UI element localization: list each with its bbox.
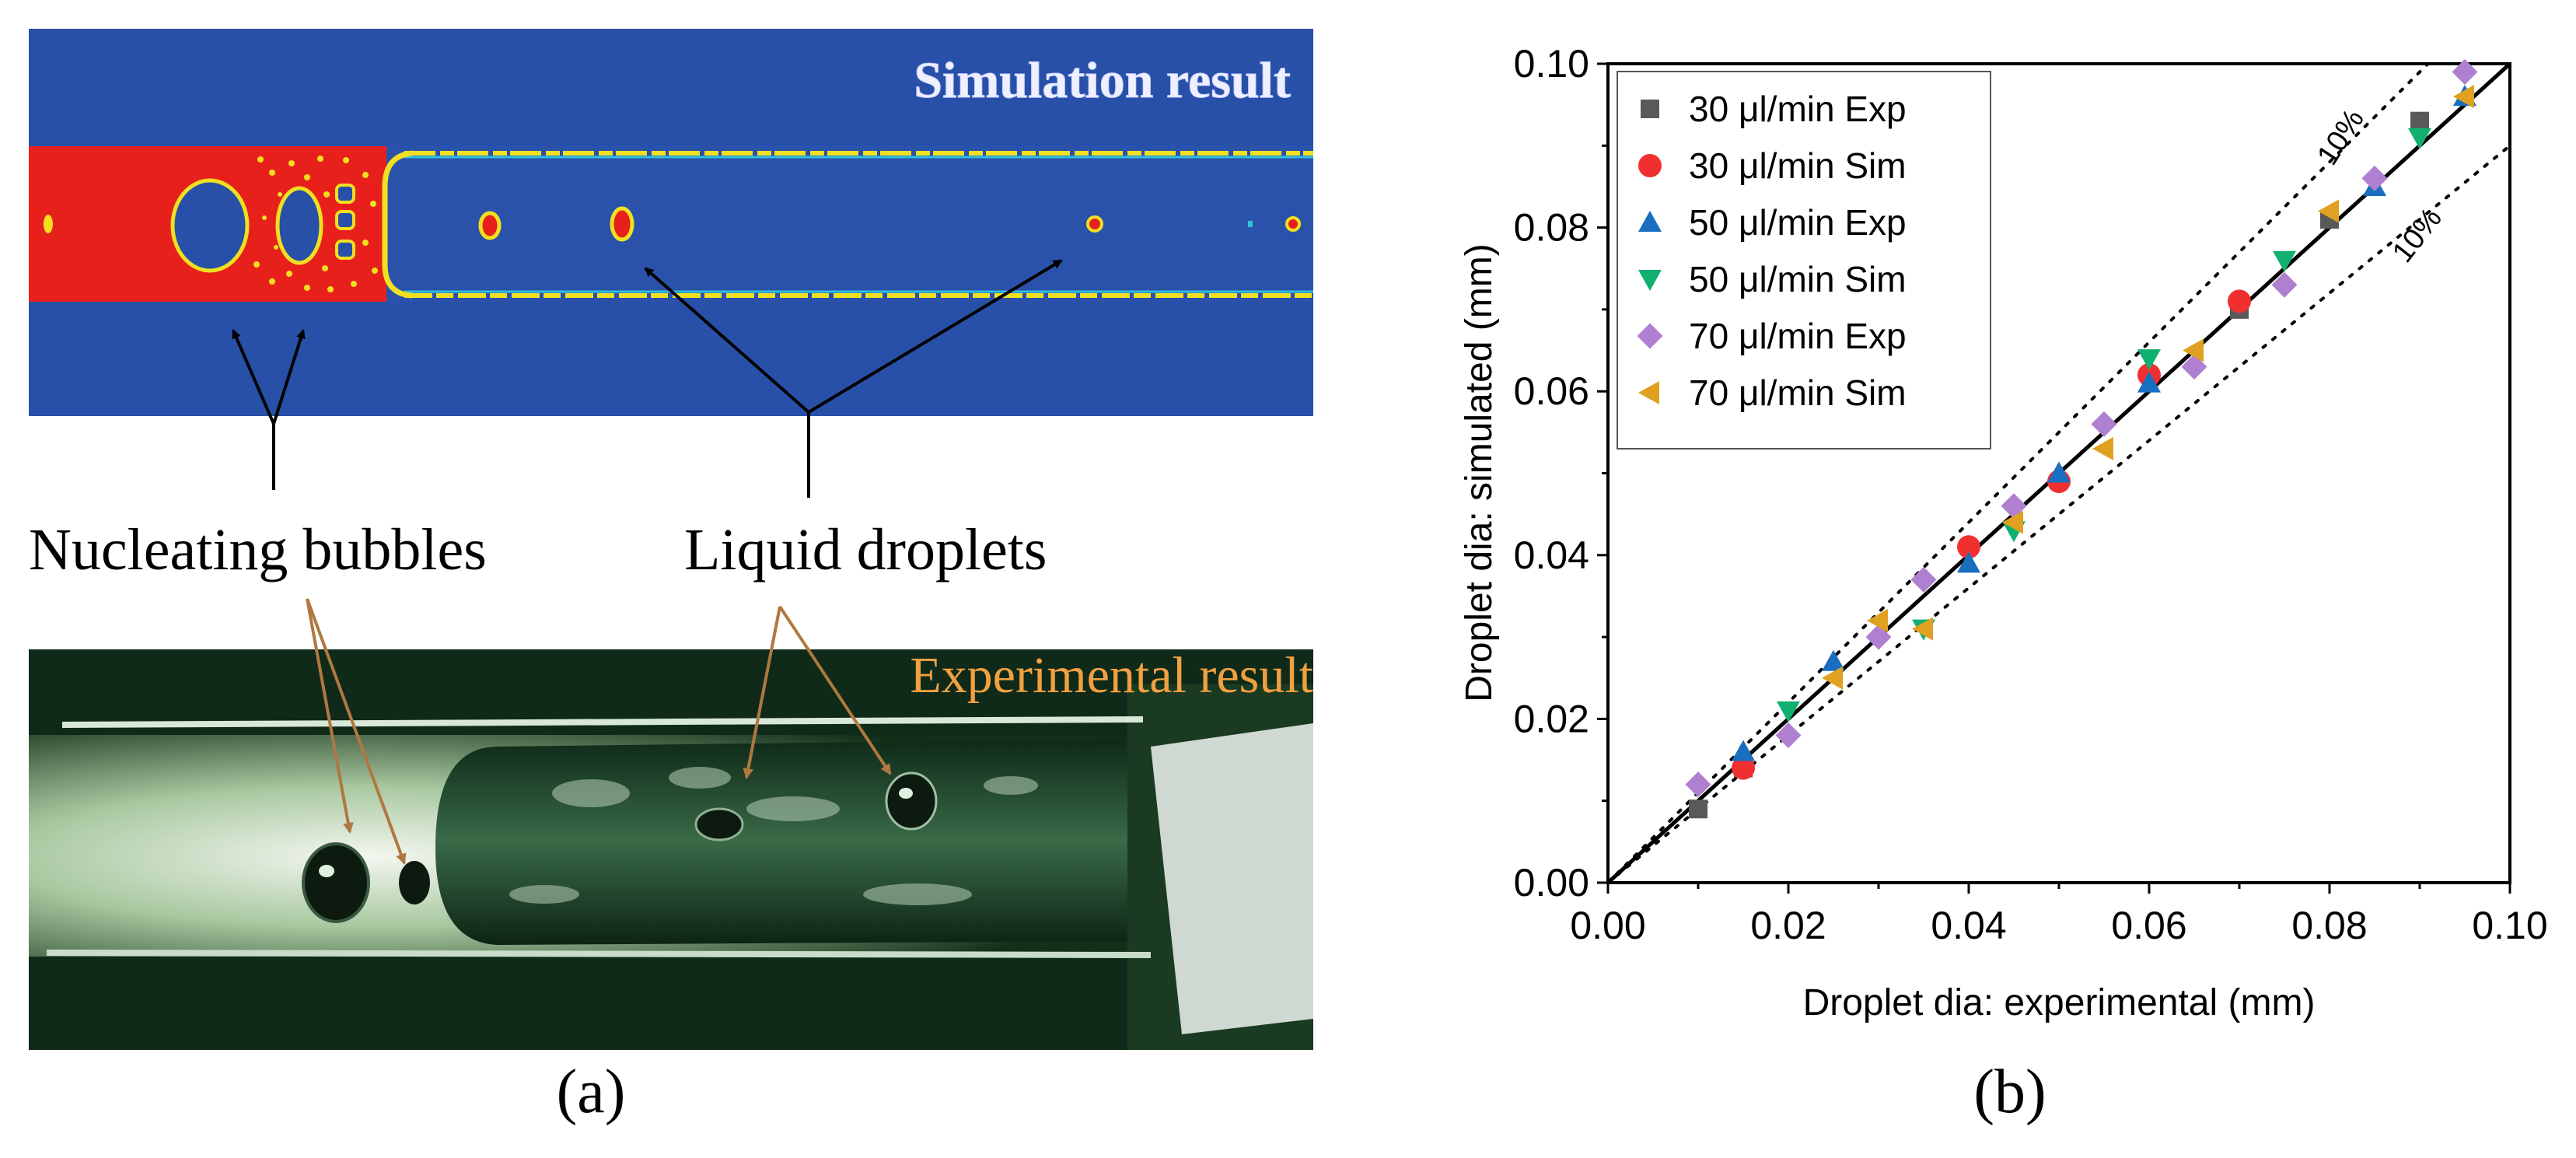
sim-droplet-4: [1285, 216, 1301, 232]
point-triangle-up-0: [1732, 740, 1755, 761]
label-nucleating-bubbles: Nucleating bubbles: [29, 517, 487, 582]
legend-marker-5: [1638, 381, 1659, 404]
point-triangle-up-3: [2047, 461, 2071, 483]
legend-label-3: 50 μl/min Sim: [1689, 259, 1907, 299]
point-triangle-left-2: [1912, 617, 1933, 641]
y-tick-label: 0.00: [1514, 861, 1589, 904]
exp-droplet-2: [885, 771, 938, 831]
point-square-0: [1689, 799, 1707, 819]
x-tick-label: 0.04: [1931, 904, 2006, 947]
point-circle-4: [2228, 289, 2251, 313]
x-tick-label: 0.06: [2111, 904, 2186, 947]
legend-items: 30 μl/min Exp 30 μl/min Sim 50 μl/min Exp 5…: [1637, 89, 1907, 413]
point-triangle-down-4: [2273, 250, 2296, 272]
sim-bubble-large: [170, 178, 250, 273]
x-tick-label: 0.10: [2472, 904, 2547, 947]
legend-marker-4: [1637, 323, 1663, 349]
y-tick-label: 0.04: [1514, 534, 1589, 577]
point-diamond-7: [2271, 271, 2298, 298]
point-triangle-down-3: [2137, 349, 2161, 371]
point-square-4: [2410, 111, 2429, 131]
exp-tube-wall-bottom: [46, 950, 1152, 958]
point-triangle-up-2: [1957, 551, 1980, 573]
exp-bubble-2: [399, 861, 430, 904]
point-diamond-3: [1910, 566, 1937, 593]
exp-arrows: [306, 598, 892, 865]
sim-bubble-small-3: [335, 240, 355, 260]
point-triangle-left-0: [1822, 666, 1843, 690]
legend-label-0: 30 μl/min Exp: [1689, 89, 1907, 129]
point-triangle-left-5: [2183, 338, 2204, 362]
point-triangle-left-4: [2092, 436, 2113, 460]
legend-label-1: 30 μl/min Sim: [1689, 145, 1907, 186]
exp-bubble-1-highlight: [319, 865, 334, 877]
reference-line-2: [1606, 144, 2511, 884]
x-tick-label: 0.08: [2291, 904, 2367, 947]
legend-marker-3: [1638, 270, 1662, 291]
x-tick-label: 0.00: [1570, 904, 1645, 947]
y-tick-label: 0.06: [1514, 369, 1589, 413]
experimental-image: Experimental result: [29, 647, 1313, 1050]
sim-vapor-edge-bubble: [44, 215, 53, 233]
caption-a: (a): [557, 1058, 626, 1126]
sim-droplet-5: [1248, 221, 1253, 227]
legend-label-2: 50 μl/min Exp: [1689, 202, 1907, 243]
sim-meniscus: [382, 150, 413, 299]
point-circle-1: [1957, 535, 1980, 559]
point-diamond-9: [2452, 59, 2478, 86]
sim-title: Simulation result: [914, 52, 1291, 109]
point-triangle-down-5: [2408, 128, 2431, 149]
chart-panel: 0.00 0.02 0.04 0.06 0.08 0.10 0.000.020.040.0…: [1459, 42, 2548, 1023]
sim-droplet-3: [1086, 215, 1103, 233]
exp-droplet-2-highlight: [899, 788, 913, 799]
simulation-image: Simulation result: [29, 29, 1313, 416]
point-diamond-8: [2361, 165, 2388, 191]
exp-droplet-1: [694, 807, 744, 841]
point-triangle-up-1: [1822, 649, 1845, 671]
x-tick-label: 0.02: [1750, 904, 1826, 947]
legend-marker-2: [1638, 211, 1662, 232]
point-triangle-left-7: [2453, 85, 2474, 109]
sim-droplet-1: [478, 211, 502, 240]
exp-slug-texture: [509, 767, 1038, 905]
sim-droplet-2: [610, 206, 634, 242]
point-triangle-left-3: [2002, 510, 2023, 534]
sim-bubble-small-2: [335, 210, 355, 230]
point-diamond-0: [1685, 771, 1711, 798]
annotation-arrows: [232, 259, 1063, 498]
legend-marker-0: [1641, 100, 1659, 118]
sim-nucleation-dots: [253, 156, 378, 292]
legend-marker-1: [1638, 154, 1662, 177]
y-tick-label: 0.10: [1514, 42, 1589, 86]
y-axis-ticks: 0.00 0.02 0.04 0.06 0.08 0.10: [1514, 42, 1608, 904]
sim-bubble-medium: [275, 186, 323, 265]
legend-label-5: 70 μl/min Sim: [1689, 373, 1907, 413]
point-triangle-down-0: [1777, 701, 1800, 722]
y-tick-label: 0.08: [1514, 206, 1589, 250]
caption-b: (b): [1973, 1058, 2046, 1126]
y-axis-label: Droplet dia: simulated (mm): [1459, 243, 1500, 702]
point-diamond-5: [2091, 411, 2117, 437]
exp-tube-wall-top: [61, 716, 1144, 728]
legend-label-4: 70 μl/min Exp: [1689, 316, 1907, 356]
point-triangle-left-1: [1867, 609, 1888, 633]
exp-title: Experimental result: [910, 647, 1313, 704]
point-triangle-left-6: [2318, 199, 2339, 223]
exp-liquid-slug: [435, 739, 1127, 945]
point-diamond-1: [1775, 722, 1802, 748]
point-triangle-up-4: [2137, 371, 2161, 393]
point-circle-0: [1732, 756, 1755, 780]
sim-bubble-small-1: [335, 184, 355, 204]
y-tick-label: 0.02: [1514, 697, 1589, 740]
x-axis-ticks: 0.00 0.02 0.04 0.06 0.08 0.10: [1570, 883, 2548, 947]
legend: 30 μl/min Exp 30 μl/min Sim 50 μl/min Exp 5…: [1617, 71, 1991, 450]
exp-bright-right: [1151, 723, 1313, 1034]
label-liquid-droplets: Liquid droplets: [684, 517, 1047, 582]
x-axis-label: Droplet dia: experimental (mm): [1803, 982, 2316, 1023]
legend-box: [1617, 71, 1991, 450]
exp-bubble-1: [302, 842, 370, 923]
data-points: [1685, 59, 2478, 819]
